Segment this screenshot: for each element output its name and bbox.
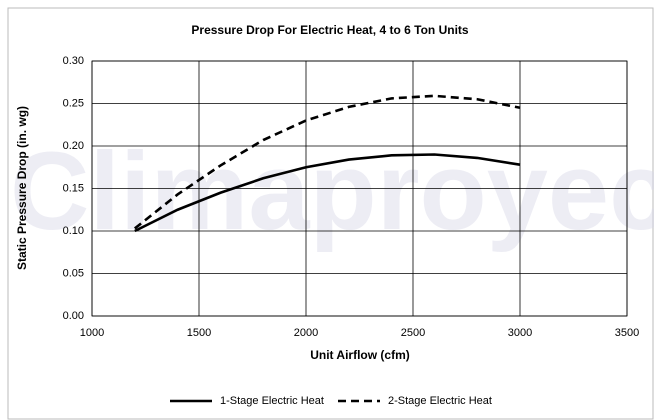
data-line (134, 153, 521, 233)
y-tick-label: 0.00 (63, 310, 84, 322)
data-line (133, 94, 521, 230)
x-tick-label: 1000 (80, 327, 104, 339)
y-tick-label: 0.05 (63, 267, 84, 279)
x-tick-label: 3500 (615, 327, 639, 339)
legend-label: 1-Stage Electric Heat (220, 395, 324, 407)
y-tick-label: 0.20 (63, 140, 84, 152)
chart-frame (7, 7, 654, 420)
x-tick-label: 3000 (508, 327, 532, 339)
x-axis-label: Unit Airflow (cfm) (310, 348, 410, 362)
legend-label: 2-Stage Electric Heat (388, 395, 492, 407)
watermark: Climaproyec (10, 130, 654, 253)
x-tick-label: 1500 (187, 327, 211, 339)
x-tick-label: 2500 (401, 327, 425, 339)
y-axis-label: Static Pressure Drop (in. wg) (15, 106, 29, 270)
y-tick-label: 0.30 (63, 55, 84, 67)
y-tick-label: 0.25 (63, 97, 84, 109)
chart-title: Pressure Drop For Electric Heat, 4 to 6 … (191, 23, 469, 37)
x-tick-label: 2000 (294, 327, 318, 339)
y-tick-label: 0.15 (63, 182, 84, 194)
y-tick-label: 0.10 (63, 225, 84, 237)
